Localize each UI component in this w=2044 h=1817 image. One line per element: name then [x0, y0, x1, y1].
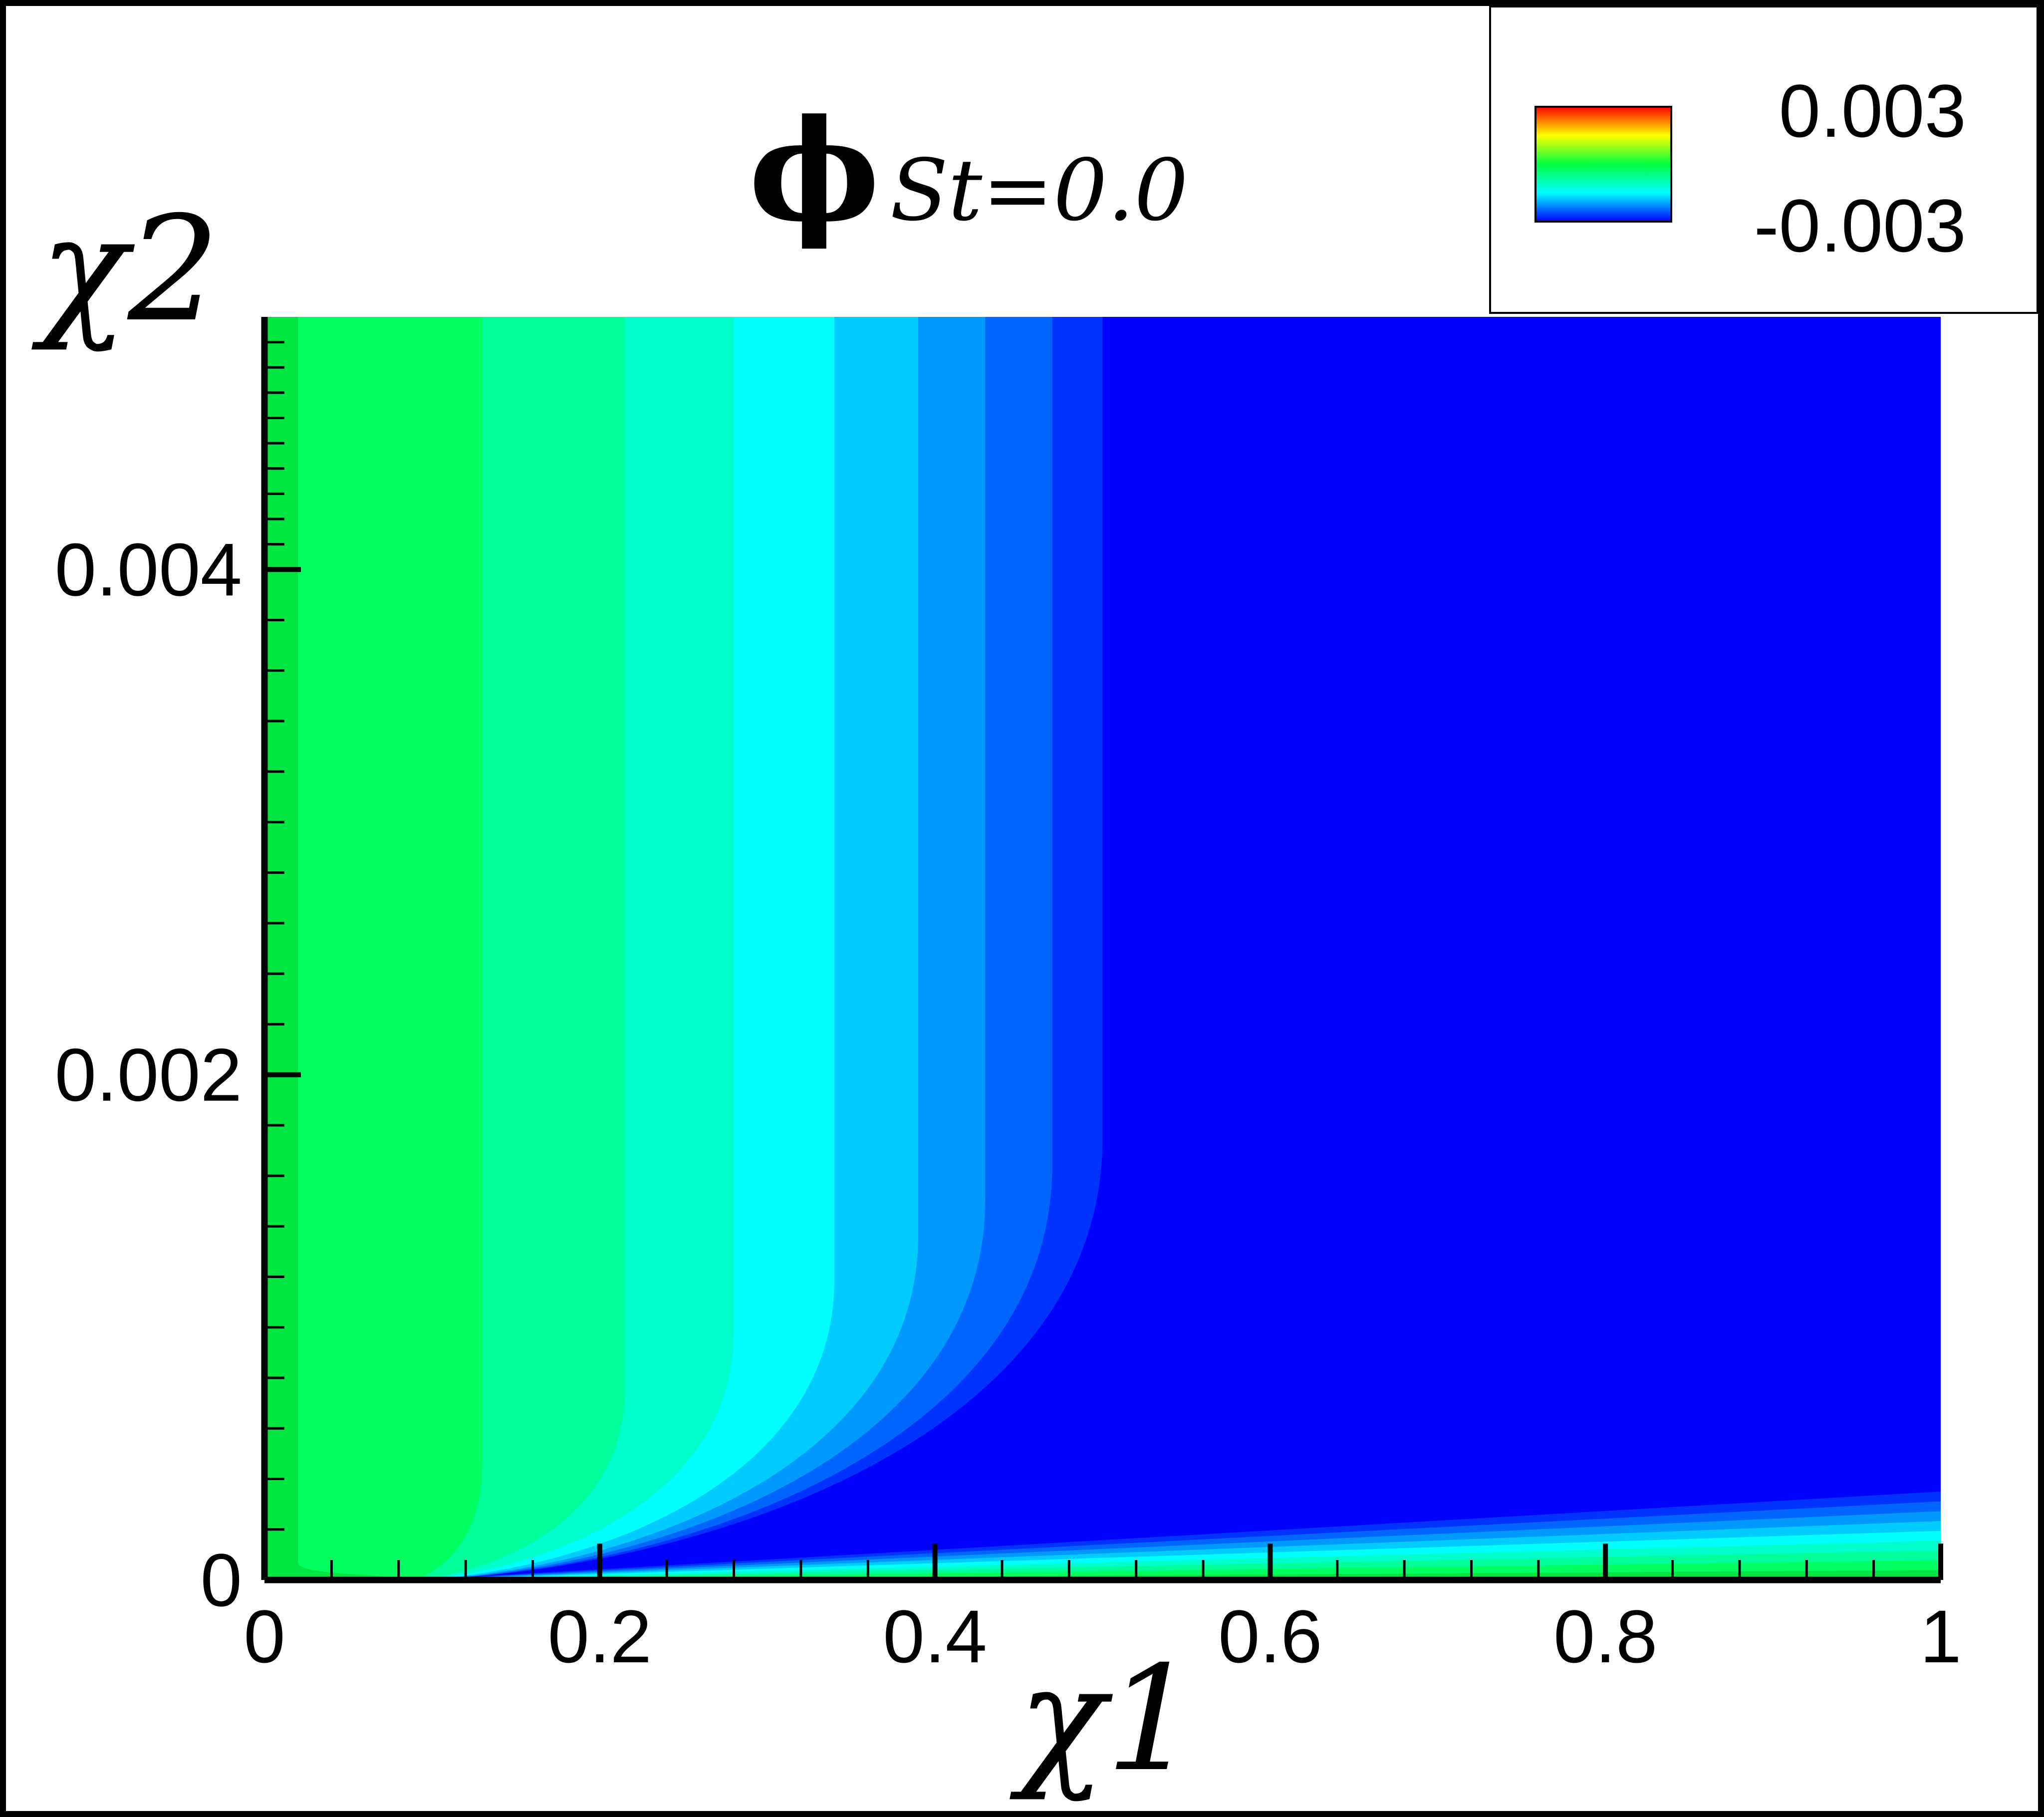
x-tick-label: 0.4: [883, 1594, 987, 1678]
colorbar-label: 0.003: [1779, 69, 1966, 153]
title-subscript: St=0.0: [890, 141, 1189, 240]
title-symbol: ϕ: [749, 89, 880, 253]
x-tick-label: 1: [1920, 1594, 1961, 1678]
x-tick-label: 0.2: [548, 1594, 652, 1678]
colorbar: [1534, 106, 1672, 223]
colorbar-label: -0.003: [1754, 184, 1966, 267]
x-axis-label: χ1: [1009, 1635, 1198, 1804]
plot-area: [264, 317, 1941, 1580]
x-tick-label: 0.6: [1218, 1594, 1322, 1678]
y-axis-label: χ2: [31, 186, 220, 354]
y-tick-label: 0: [201, 1538, 242, 1622]
y-tick-label: 0.002: [55, 1033, 242, 1117]
chart-title: ϕ St=0.0: [749, 89, 1188, 253]
x-tick-label: 0.8: [1553, 1594, 1658, 1678]
y-tick-label: 0.004: [55, 527, 242, 611]
x-tick-label: 0: [244, 1594, 285, 1678]
contour-band: [415, 317, 1941, 1580]
